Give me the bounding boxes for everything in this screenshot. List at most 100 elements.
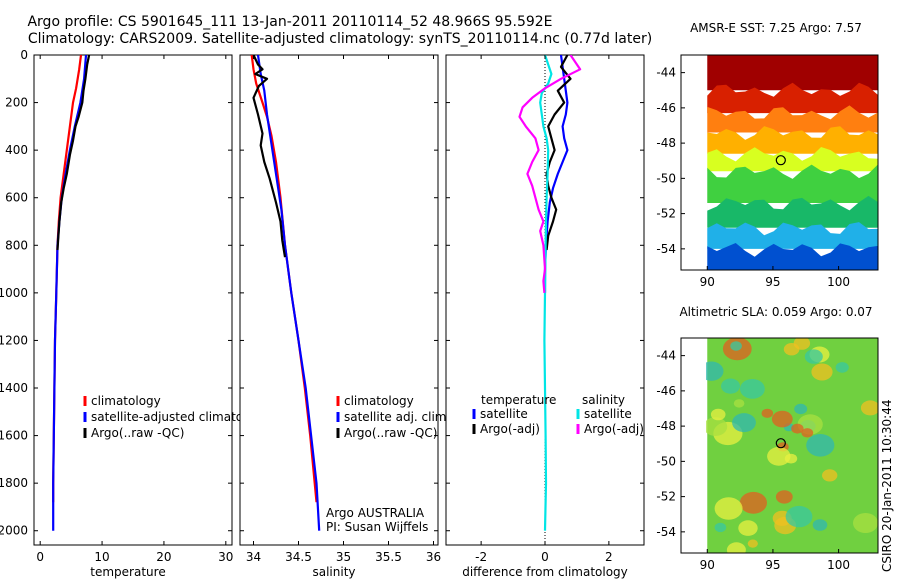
salinity-legend-entry-1-label: satellite adj. clim. xyxy=(344,410,450,424)
sla-anomaly-patch xyxy=(714,497,743,520)
sla-ytick-label: -44 xyxy=(656,349,676,363)
sla-anomaly-patch xyxy=(794,403,808,415)
difference-series-line-2 xyxy=(539,55,553,531)
salinity-xtick-label: 34 xyxy=(246,550,261,564)
sla-anomaly-patch xyxy=(791,423,804,434)
sst-field-band-2 xyxy=(707,105,878,133)
sla-anomaly-patch xyxy=(730,341,742,351)
sla-anomaly-patch xyxy=(706,361,724,381)
sst-field-band-8 xyxy=(707,243,878,270)
sst-ytick-label: -54 xyxy=(656,242,676,256)
sla-anomaly-patch xyxy=(767,446,791,466)
sla-anomaly-patch xyxy=(785,505,813,528)
sla-xtick-label: 90 xyxy=(700,558,715,572)
sst-xtick-label: 95 xyxy=(765,275,780,289)
sla-anomaly-patch xyxy=(775,490,793,504)
sla-anomaly-patch xyxy=(806,434,835,457)
argo-pi-annotation: PI: Susan Wijffels xyxy=(326,520,428,534)
header-line-1: Argo profile: CS 5901645_111 13-Jan-2011… xyxy=(27,14,552,30)
sla-anomaly-patch xyxy=(822,469,838,482)
temperature-legend-entry-0-label: climatology xyxy=(91,394,161,408)
difference-legend-entry-1-label: Argo(-adj) xyxy=(480,422,540,436)
temperature-panel: 0 10 20 30 0 200 400 600 800 1000 1200 1400 1600 1800… xyxy=(0,48,254,579)
sst-ytick-label: -48 xyxy=(656,136,676,150)
sst-field-band-0 xyxy=(707,55,878,91)
depth-tick-label: 800 xyxy=(5,238,28,252)
difference-xtick-label: 2 xyxy=(605,550,613,564)
sst-xtick-label: 90 xyxy=(700,275,715,289)
depth-tick-label: 1800 xyxy=(0,476,28,490)
salinity-axes-box xyxy=(239,54,439,546)
salinity-xtick-label: 36 xyxy=(426,550,441,564)
difference-series-line-1 xyxy=(545,55,572,251)
difference-series-layer xyxy=(518,55,582,545)
salinity-xtick-label: 35 xyxy=(336,550,351,564)
salinity-legend-entry-0-label: climatology xyxy=(344,394,414,408)
sla-anomaly-patch xyxy=(801,428,814,438)
difference-xlabel: difference from climatology xyxy=(462,565,628,579)
temperature-legend: climatology satellite-adjusted climatolo A… xyxy=(83,394,254,440)
salinity-series-line-2 xyxy=(252,55,287,258)
depth-tick-label: 200 xyxy=(5,96,28,110)
sla-argo-position-marker xyxy=(775,438,786,449)
sla-anomaly-patch xyxy=(747,539,758,548)
sla-anomaly-patch xyxy=(733,399,745,408)
sla-anomaly-patch xyxy=(812,519,828,531)
temperature-xtick-label: 10 xyxy=(94,550,109,564)
depth-tick-label: 600 xyxy=(5,191,28,205)
sla-ytick-label: -50 xyxy=(656,454,676,468)
sst-field-band-6 xyxy=(707,195,878,228)
sla-anomaly-patch xyxy=(739,491,768,514)
difference-series-line-3 xyxy=(518,55,582,293)
difference-ticks: -2 0 2 xyxy=(446,54,644,564)
temperature-series-layer xyxy=(52,55,91,531)
sst-field-band-1 xyxy=(707,82,878,114)
salinity-series-line-1 xyxy=(256,55,321,531)
sla-anomaly-patch xyxy=(726,542,746,553)
difference-panel: -2 0 2 difference from climatology tempera… xyxy=(445,54,645,579)
sla-xtick-label: 95 xyxy=(765,558,780,572)
sla-anomaly-patch xyxy=(710,408,726,421)
depth-tick-label: 2000 xyxy=(0,524,28,538)
salinity-panel: 34 34.5 35 35.5 36 salinity climatology satel… xyxy=(239,54,450,579)
sla-anomaly-patch xyxy=(732,413,756,433)
sla-anomaly-patch xyxy=(740,379,765,399)
salinity-ticks: 34 34.5 35 35.5 36 xyxy=(240,54,441,564)
sst-ytick-label: -52 xyxy=(656,207,676,221)
sst-ytick-label: -50 xyxy=(656,171,676,185)
sla-anomaly-patch xyxy=(738,520,758,536)
temperature-xlabel: temperature xyxy=(90,565,165,579)
sla-ytick-label: -52 xyxy=(656,490,676,504)
difference-xtick-label: -2 xyxy=(475,550,487,564)
temperature-legend-entry-1-label: satellite-adjusted climatolo xyxy=(91,410,254,424)
sst-map-panel: AMSR-E SST: 7.25 Argo: 7.57 90 95 100 -44 -4… xyxy=(656,21,879,289)
sla-anomaly-patch xyxy=(835,362,849,373)
depth-tick-label: 1600 xyxy=(0,429,28,443)
temperature-axes-box xyxy=(33,54,233,546)
sla-anomaly-patch xyxy=(706,417,728,436)
sst-axes-box xyxy=(680,54,879,271)
sst-field-layer xyxy=(707,55,878,270)
sla-ticks: 90 95 100 -44 -46 -48 -50 -52 -54 xyxy=(656,349,850,572)
difference-series-line-0 xyxy=(543,55,569,293)
depth-tick-label: 400 xyxy=(5,143,28,157)
sla-map-panel: Altimetric SLA: 0.059 Argo: 0.07 90 95 100… xyxy=(656,305,879,572)
sla-anomaly-patch xyxy=(771,410,793,428)
depth-tick-label: 1400 xyxy=(0,381,28,395)
sla-anomaly-patch xyxy=(721,378,740,394)
temperature-ticks: 0 10 20 30 0 200 400 600 800 1000 1200 1400 1600 1800… xyxy=(0,48,233,564)
sla-xtick-label: 100 xyxy=(827,558,850,572)
difference-legend-salinity-title: salinity xyxy=(582,393,625,407)
salinity-series-layer xyxy=(250,55,321,531)
sla-ytick-label: -48 xyxy=(656,419,676,433)
sla-map-title: Altimetric SLA: 0.059 Argo: 0.07 xyxy=(679,305,872,319)
salinity-xtick-label: 35.5 xyxy=(375,550,402,564)
temperature-xtick-label: 20 xyxy=(156,550,171,564)
sla-anomaly-patch xyxy=(761,408,774,418)
header-line-2: Climatology: CARS2009. Satellite-adjuste… xyxy=(28,31,652,47)
sst-ytick-label: -44 xyxy=(656,66,676,80)
sla-ytick-label: -54 xyxy=(656,525,676,539)
sla-ytick-label: -46 xyxy=(656,384,676,398)
sla-anomaly-patch xyxy=(853,513,878,533)
